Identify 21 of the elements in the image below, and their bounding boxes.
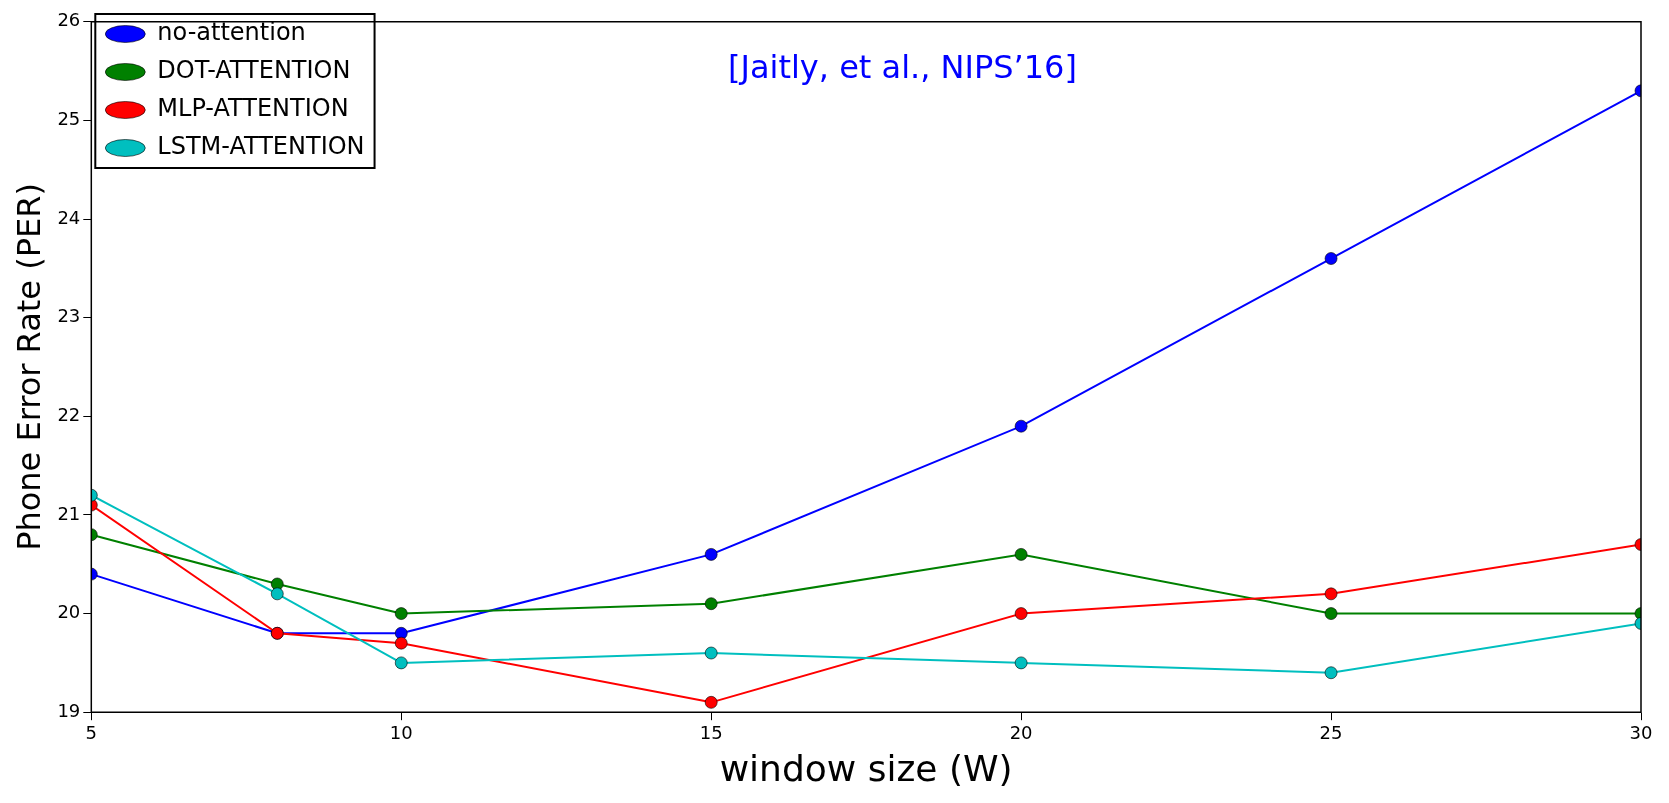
y-tick-label: 26 (57, 9, 81, 31)
x-tick-label: 25 (1319, 721, 1343, 743)
y-tick-label: 24 (57, 206, 81, 228)
x-tick-label: 20 (1009, 721, 1033, 743)
y-axis-title: Phone Error Rate (PER) (9, 183, 48, 551)
annotation: [Jaitly, et al., NIPS’16] (728, 48, 1077, 86)
legend-label: LSTM-ATTENTION (157, 132, 365, 161)
y-tick-label: 19 (57, 699, 81, 721)
legend-label: DOT-ATTENTION (157, 56, 351, 85)
legend-label: no-attention (157, 18, 306, 47)
y-tick-label: 20 (57, 601, 81, 623)
x-tick-label: 30 (1629, 721, 1653, 743)
y-tick-label: 23 (57, 305, 81, 327)
y-tick-label: 22 (57, 403, 81, 425)
x-axis-title: window size (W) (719, 747, 1013, 789)
y-tick-label: 21 (57, 502, 81, 524)
legend-label: MLP-ATTENTION (157, 94, 349, 123)
x-tick-label: 15 (699, 721, 723, 743)
x-tick-label: 5 (85, 721, 98, 743)
y-tick-label: 25 (57, 108, 81, 130)
x-tick-label: 10 (389, 721, 413, 743)
